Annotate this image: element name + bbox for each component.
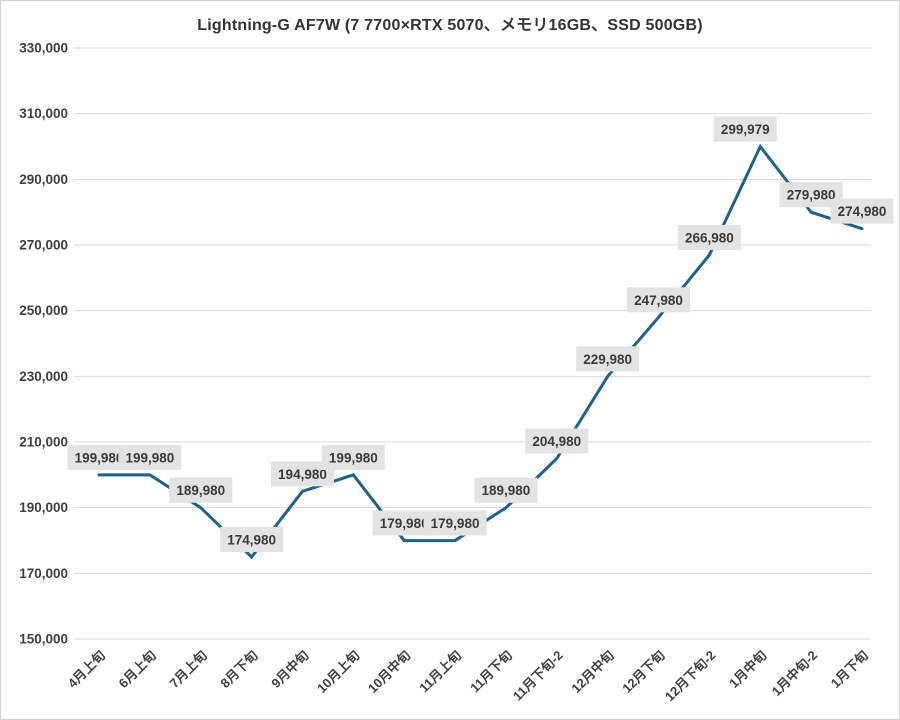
y-tick-label: 190,000: [19, 500, 68, 515]
data-label-box: [576, 346, 640, 372]
chart-title: Lightning-G AF7W (7 7700×RTX 5070、メモリ16G…: [197, 17, 703, 34]
data-label: 179,980: [431, 516, 480, 531]
data-label: 199,980: [75, 450, 124, 465]
x-tick-label: 4月上旬: [65, 648, 108, 691]
x-tick-label: 12月中旬: [568, 648, 616, 696]
data-label: 189,980: [482, 483, 531, 498]
y-tick-label: 210,000: [19, 435, 68, 450]
data-label: 279,980: [787, 188, 836, 203]
data-label-box: [525, 428, 589, 454]
data-label: 266,980: [685, 230, 734, 245]
data-label-box: [830, 198, 894, 224]
data-label-box: [220, 526, 284, 552]
data-label-box: [677, 224, 741, 250]
y-tick-label: 230,000: [19, 369, 68, 384]
y-tick-label: 290,000: [19, 172, 68, 187]
x-tick-label: 10月上旬: [314, 648, 362, 696]
x-tick-label: 12月下旬-2: [662, 648, 719, 705]
data-label-box: [118, 444, 182, 470]
y-tick-label: 330,000: [19, 41, 68, 56]
data-label: 179,980: [380, 516, 429, 531]
x-tick-label: 10月中旬: [365, 648, 413, 696]
x-tick-label: 11月下旬-2: [510, 648, 566, 704]
data-label: 274,980: [838, 204, 887, 219]
x-tick-label: 11月上旬: [416, 648, 464, 696]
x-tick-label: 6月上旬: [116, 648, 159, 691]
data-label: 189,980: [176, 483, 225, 498]
data-label: 204,980: [532, 434, 581, 449]
y-tick-label: 310,000: [19, 106, 68, 121]
x-tick-label: 12月下旬: [619, 648, 667, 696]
x-tick-label: 1月下旬: [828, 648, 871, 691]
data-label: 229,980: [583, 352, 632, 367]
y-tick-label: 250,000: [19, 303, 68, 318]
data-label-box: [423, 510, 487, 536]
data-label: 174,980: [227, 532, 276, 547]
y-tick-label: 170,000: [19, 566, 68, 581]
data-label-box: [713, 116, 777, 142]
data-label: 299,979: [721, 122, 770, 137]
data-label: 247,980: [634, 293, 683, 308]
y-tick-label: 270,000: [19, 238, 68, 253]
x-tick-label: 1月中旬-2: [769, 648, 820, 699]
x-tick-label: 9月中旬: [268, 648, 311, 691]
data-label-box: [321, 444, 385, 470]
data-label: 194,980: [278, 467, 327, 482]
y-tick-label: 150,000: [19, 632, 68, 647]
x-tick-label: 1月中旬: [726, 648, 769, 691]
x-tick-label: 8月下旬: [217, 648, 260, 691]
data-label: 199,980: [125, 450, 174, 465]
data-label-box: [169, 477, 233, 503]
x-tick-label: 7月上旬: [167, 648, 210, 691]
data-label: 199,980: [329, 450, 378, 465]
x-tick-label: 11月下旬: [467, 648, 515, 696]
data-label-box: [474, 477, 538, 503]
data-label-box: [627, 287, 691, 313]
